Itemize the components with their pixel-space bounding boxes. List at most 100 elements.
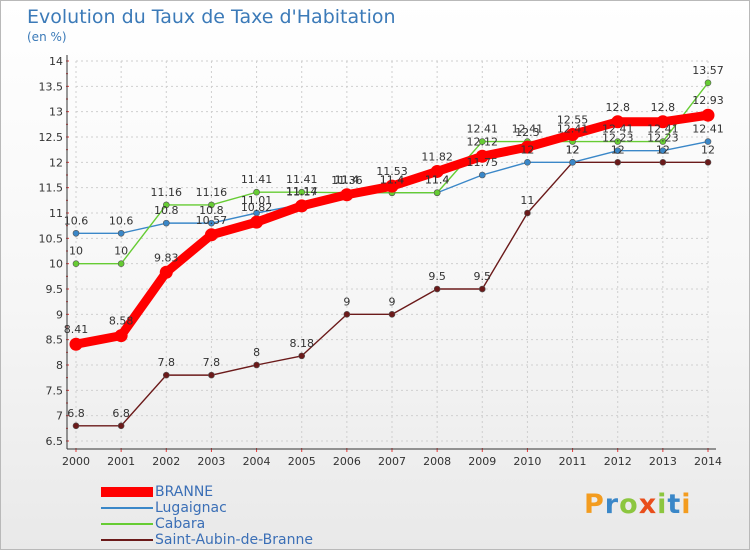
y-tick-label: 7	[56, 410, 63, 423]
data-label: 12	[566, 143, 580, 156]
data-label: 13.57	[692, 64, 724, 77]
data-label: 11.14	[286, 185, 318, 198]
x-tick-label: 2013	[649, 455, 677, 468]
y-tick-label: 8.5	[46, 334, 64, 347]
data-labels: 8.418.589.8310.5710.8211.1411.3611.5311.…	[64, 64, 724, 420]
data-point	[72, 229, 80, 237]
data-point	[478, 138, 486, 145]
data-label: 12	[701, 143, 715, 156]
legend-label: Saint-Aubin-de-Branne	[155, 532, 313, 548]
data-point	[117, 260, 125, 267]
x-tick-label: 2005	[288, 455, 316, 468]
data-point	[659, 159, 667, 166]
data-label: 10.6	[109, 214, 134, 227]
data-point	[208, 371, 215, 379]
data-point	[611, 115, 625, 129]
legend-swatch	[101, 539, 153, 541]
x-tick-label: 2012	[604, 455, 632, 468]
data-label: 11.4	[335, 174, 360, 187]
data-label: 12.41	[512, 123, 544, 136]
data-label: 11.16	[151, 186, 183, 199]
data-point	[524, 159, 531, 166]
data-label: 12.41	[692, 123, 724, 136]
data-label: 11.17	[286, 185, 318, 198]
y-tick-label: 9	[56, 308, 63, 321]
legend-label: Lugaignac	[155, 500, 227, 516]
x-tick-label: 2001	[107, 455, 135, 468]
data-label: 8.58	[109, 315, 134, 328]
data-point	[208, 219, 215, 227]
x-tick-label: 2008	[423, 455, 451, 468]
data-point	[340, 188, 354, 202]
y-tick-label: 13.5	[39, 80, 64, 93]
logo-letter: t	[667, 489, 682, 520]
y-tick-label: 10	[49, 258, 63, 271]
data-point	[117, 422, 125, 430]
data-point	[250, 215, 264, 229]
legend-swatch	[101, 507, 153, 509]
data-label: 11.41	[241, 173, 273, 186]
data-point	[704, 138, 712, 145]
data-label: 10	[69, 245, 83, 258]
x-tick-label: 2007	[378, 455, 406, 468]
data-point	[704, 159, 712, 166]
data-label: 10.8	[154, 204, 179, 217]
x-tick-label: 2002	[152, 455, 180, 468]
x-tick-label: 2000	[62, 455, 90, 468]
data-label: 11.36	[331, 174, 363, 187]
y-axis-unit-label: (en %)	[27, 30, 67, 44]
data-point	[659, 147, 667, 154]
data-point	[72, 260, 80, 267]
data-point	[704, 79, 712, 87]
data-point	[656, 115, 670, 129]
data-label: 12.93	[692, 94, 724, 107]
x-tick-label: 2011	[559, 455, 587, 468]
data-point	[430, 164, 444, 178]
x-tick-label: 2010	[513, 455, 541, 468]
data-label: 11.01	[241, 194, 273, 207]
data-label: 11.4	[380, 174, 405, 187]
data-label: 12.23	[602, 132, 634, 145]
data-point	[72, 422, 80, 430]
y-tick-label: 7.5	[46, 384, 64, 397]
data-label: 11.82	[421, 150, 453, 163]
data-point	[614, 159, 622, 166]
data-point	[659, 138, 667, 145]
logo-letter: r	[604, 489, 620, 520]
data-point	[298, 188, 306, 196]
data-label: 12.3	[515, 126, 540, 139]
legend-swatch	[101, 523, 153, 525]
y-tick-label: 6.5	[46, 435, 64, 448]
data-point	[117, 229, 125, 237]
data-label: 10.8	[199, 204, 224, 217]
data-label: 11.4	[425, 174, 450, 187]
legend-swatch	[101, 487, 153, 497]
data-label: 7.8	[158, 356, 176, 369]
data-label: 7.8	[203, 356, 221, 369]
data-label: 6.8	[112, 407, 130, 420]
logo-letter: i	[681, 489, 692, 520]
data-label: 12.41	[602, 123, 634, 136]
x-tick-label: 2004	[243, 455, 271, 468]
data-label: 11	[520, 194, 534, 207]
logo-letter: i	[657, 489, 668, 520]
data-point	[569, 159, 576, 166]
data-label: 9.5	[428, 270, 446, 283]
proxiti-logo: Proxiti	[584, 489, 692, 520]
y-tick-label: 14	[49, 55, 63, 68]
data-label: 6.8	[67, 407, 85, 420]
data-point	[253, 188, 260, 196]
data-label: 12.55	[557, 113, 589, 126]
data-point	[204, 228, 218, 242]
data-point	[162, 201, 170, 209]
data-label: 12.41	[647, 123, 679, 136]
data-label: 12.8	[605, 101, 630, 114]
data-point	[162, 219, 170, 227]
y-tick-label: 8	[56, 359, 63, 372]
data-label: 9	[343, 295, 350, 308]
data-point	[566, 127, 580, 141]
data-label: 10.6	[64, 214, 89, 227]
data-point	[295, 199, 309, 213]
data-label: 8.18	[289, 337, 314, 350]
